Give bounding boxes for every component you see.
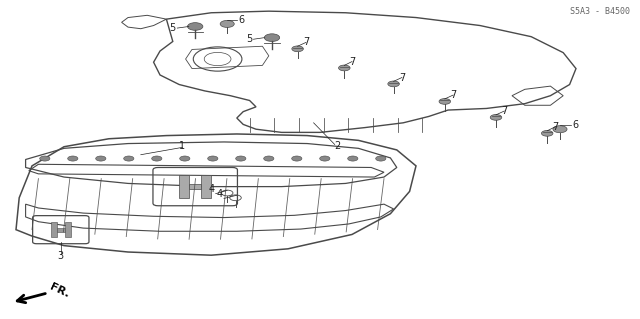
Circle shape [553, 126, 567, 133]
Text: FR.: FR. [48, 282, 71, 300]
Polygon shape [189, 184, 201, 189]
Circle shape [152, 156, 162, 161]
Circle shape [348, 156, 358, 161]
Circle shape [236, 156, 246, 161]
Text: 7: 7 [303, 37, 309, 48]
Text: 4: 4 [208, 184, 214, 195]
Circle shape [124, 156, 134, 161]
Text: 7: 7 [349, 56, 355, 67]
Circle shape [207, 156, 218, 161]
Circle shape [541, 130, 553, 136]
Text: 3: 3 [58, 251, 64, 261]
Polygon shape [51, 222, 57, 237]
Circle shape [292, 46, 303, 52]
Text: 6: 6 [238, 15, 244, 25]
Circle shape [40, 156, 50, 161]
Circle shape [339, 65, 350, 71]
Text: 7: 7 [501, 106, 508, 116]
Circle shape [264, 34, 280, 41]
Text: 7: 7 [399, 72, 405, 83]
Circle shape [68, 156, 78, 161]
Circle shape [264, 156, 274, 161]
Polygon shape [65, 222, 71, 237]
Text: S5A3 - B4500: S5A3 - B4500 [570, 7, 630, 16]
Polygon shape [179, 175, 189, 198]
Text: 7: 7 [552, 122, 559, 132]
Circle shape [95, 156, 106, 161]
Circle shape [439, 99, 451, 104]
Circle shape [220, 20, 234, 27]
Circle shape [292, 156, 302, 161]
Polygon shape [201, 175, 211, 198]
Text: 5: 5 [246, 34, 252, 44]
Circle shape [188, 23, 203, 30]
Text: 6: 6 [572, 120, 579, 130]
Circle shape [180, 156, 190, 161]
Text: 4: 4 [216, 189, 223, 199]
Circle shape [388, 81, 399, 87]
Circle shape [319, 156, 330, 161]
Text: 1: 1 [179, 141, 186, 151]
Circle shape [376, 156, 386, 161]
Circle shape [490, 115, 502, 120]
Polygon shape [57, 228, 65, 232]
Text: 2: 2 [334, 141, 340, 151]
Text: 5: 5 [170, 23, 176, 33]
Text: 7: 7 [450, 90, 456, 100]
